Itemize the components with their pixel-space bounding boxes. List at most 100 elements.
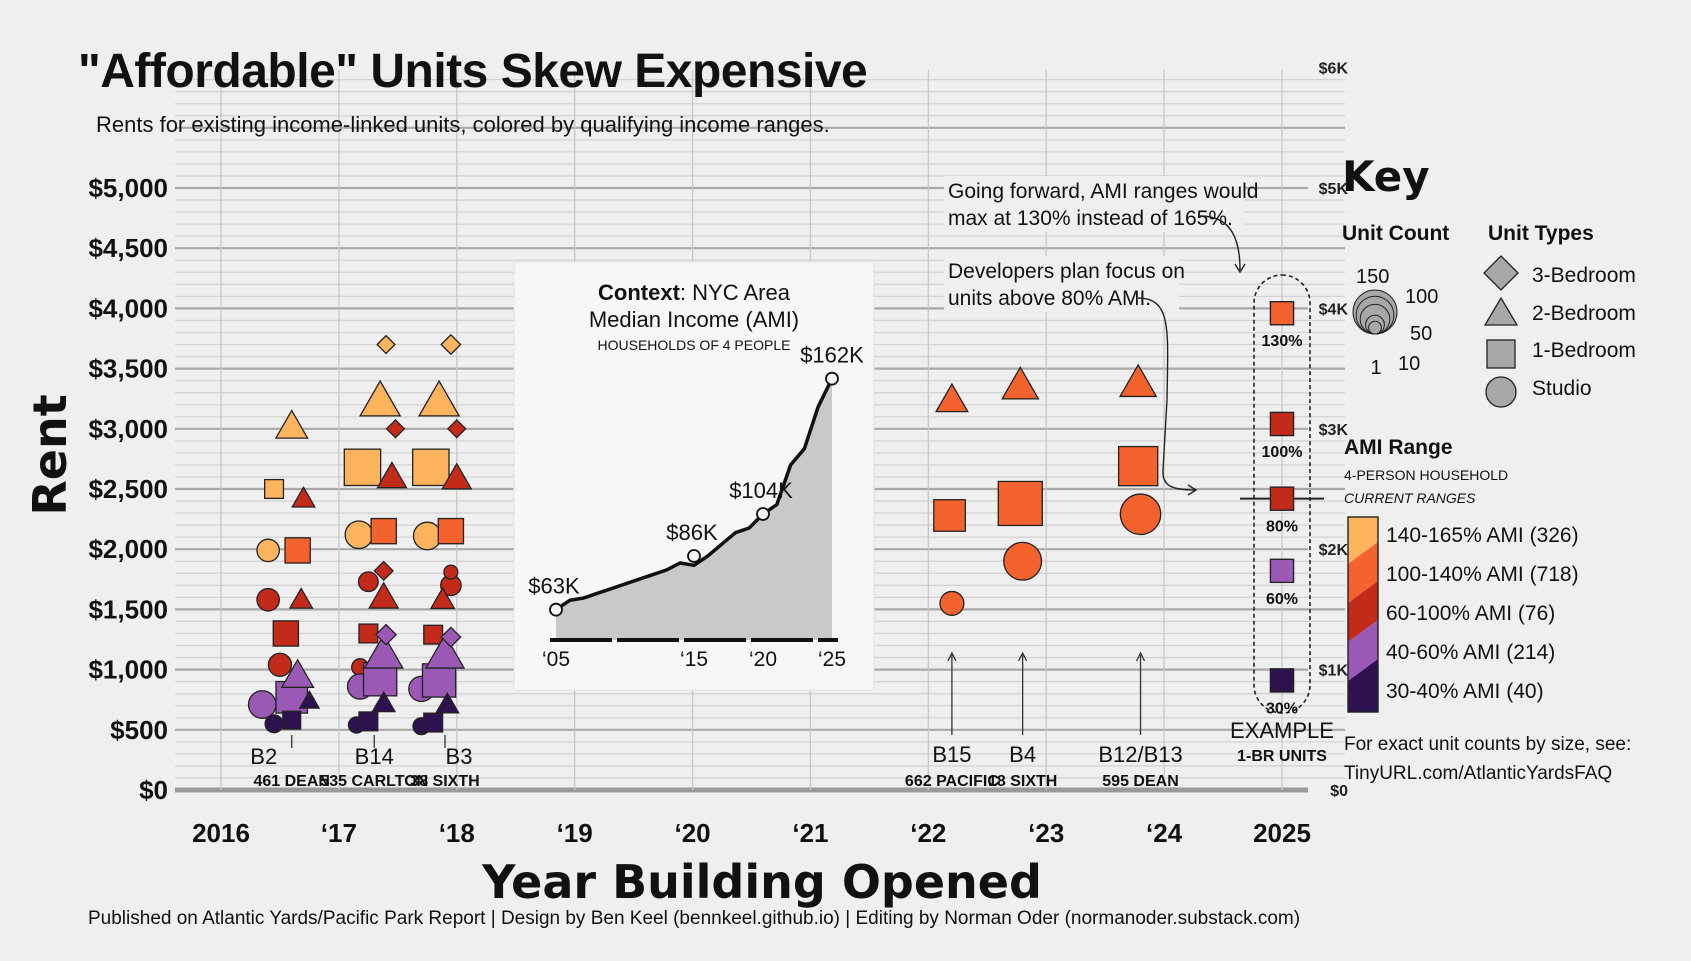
y-tick-label: $5,000 xyxy=(88,173,168,203)
data-point xyxy=(264,478,285,500)
y-tick-label: $500 xyxy=(110,715,168,745)
x-tick-label: ‘18 xyxy=(439,818,475,848)
data-point xyxy=(272,620,300,647)
ami-range-4: 40-60% AMI (214) xyxy=(1386,641,1556,664)
note-line-2: TinyURL.com/AtlanticYardsFAQ xyxy=(1344,763,1613,784)
example-ami-label: 60% xyxy=(1266,591,1298,608)
data-point xyxy=(282,710,302,730)
inset-x-tick: ‘25 xyxy=(818,648,846,671)
building-code: B2 xyxy=(250,744,277,769)
right-tick-bg xyxy=(1308,297,1352,320)
data-point xyxy=(446,418,467,439)
example-ami-label: 100% xyxy=(1262,444,1303,461)
data-point xyxy=(429,586,456,610)
y-tick-label: $2,000 xyxy=(88,534,168,564)
data-point xyxy=(358,711,379,732)
data-point xyxy=(421,663,457,698)
building-code: B3 xyxy=(446,744,473,769)
unit-type-2br-label: 2-Bedroom xyxy=(1532,302,1636,325)
ami-color-segment xyxy=(1348,620,1378,681)
annotation-arrowhead xyxy=(1187,484,1198,496)
x-tick-label: ‘17 xyxy=(321,818,357,848)
ami-color-bar-outline xyxy=(1347,516,1379,713)
ami-color-segment xyxy=(1348,542,1378,603)
inset-line xyxy=(555,377,834,612)
unit-type-studio-shape xyxy=(1485,376,1517,408)
right-tick-label: $2K xyxy=(1319,542,1349,559)
data-point xyxy=(368,581,400,609)
y-tick-label: $0 xyxy=(139,775,168,805)
example-column-outline xyxy=(1253,274,1311,714)
inset-area xyxy=(556,378,832,640)
data-point xyxy=(434,691,460,714)
data-point xyxy=(343,448,382,487)
right-tick-label: $4K xyxy=(1319,301,1349,318)
unit-count-circle xyxy=(1368,320,1382,335)
right-tick-bg xyxy=(1308,658,1352,681)
footer-credits: Published on Atlantic Yards/Pacific Park… xyxy=(88,908,1301,929)
building-address: 535 CARLTON xyxy=(320,773,428,790)
unit-type-2br-shape xyxy=(1483,296,1519,326)
data-point xyxy=(423,624,444,645)
ami-color-segment xyxy=(1348,581,1378,642)
data-point xyxy=(440,333,462,356)
annotation-bg xyxy=(944,256,1179,312)
example-marker xyxy=(1269,486,1295,511)
building-code: B14 xyxy=(355,744,394,769)
key-title: Key xyxy=(1342,152,1430,201)
data-point xyxy=(440,626,462,648)
unit-count-label: 150 xyxy=(1356,266,1389,288)
data-point xyxy=(376,334,396,355)
y-axis-title: Rent xyxy=(23,394,77,515)
data-point xyxy=(274,409,309,439)
right-tick-bg xyxy=(1308,177,1352,199)
x-tick-label: ‘20 xyxy=(674,818,710,848)
unit-types-title: Unit Types xyxy=(1488,222,1594,245)
y-tick-label: $1,500 xyxy=(88,594,168,624)
ami-color-bar xyxy=(1347,516,1379,713)
data-point xyxy=(412,521,442,551)
example-sublabel: 1-BR UNITS xyxy=(1237,748,1327,765)
example-ami-label: 130% xyxy=(1262,333,1303,350)
data-point xyxy=(933,499,966,532)
unit-type-legend xyxy=(1483,255,1519,408)
inset-title: Context: NYC Area xyxy=(598,280,791,305)
right-tick-bg xyxy=(1308,417,1352,440)
page-title: "Affordable" Units Skew Expensive xyxy=(78,45,868,98)
data-point xyxy=(1003,541,1043,581)
inset-point xyxy=(756,507,770,521)
y-tick-label: $4,500 xyxy=(88,233,168,263)
data-point xyxy=(284,537,311,564)
annotation-line: Going forward, AMI ranges would xyxy=(948,180,1259,203)
data-point xyxy=(256,587,281,612)
inset-point xyxy=(825,371,839,386)
data-point xyxy=(385,418,406,439)
building-address: 18 SIXTH xyxy=(988,773,1057,790)
data-point xyxy=(363,633,404,669)
example-marker xyxy=(1269,668,1295,693)
unit-count-label: 10 xyxy=(1398,353,1420,375)
unit-type-1br-label: 1-Bedroom xyxy=(1532,339,1636,362)
data-point xyxy=(267,652,293,677)
example-label: EXAMPLE xyxy=(1230,718,1334,743)
data-point xyxy=(370,517,397,545)
inset-x-tick: ‘15 xyxy=(680,648,708,671)
inset-point-label: $63K xyxy=(528,574,580,599)
data-point xyxy=(373,560,394,582)
building-address: 461 DEAN xyxy=(253,773,329,790)
right-tick-label: $6K xyxy=(1319,61,1349,78)
data-point xyxy=(357,571,379,593)
inset-point-label: $162K xyxy=(800,343,864,368)
example-ami-label: 30% xyxy=(1266,700,1298,717)
ami-color-segment xyxy=(1348,659,1378,712)
data-point xyxy=(280,658,315,688)
ami-range-2: 100-140% AMI (718) xyxy=(1386,563,1579,586)
y-tick-label: $4,000 xyxy=(88,293,168,323)
right-tick-label: $3K xyxy=(1319,422,1349,439)
data-point xyxy=(344,520,374,550)
x-axis-title: Year Building Opened xyxy=(481,855,1042,909)
ami-sub-household: 4-PERSON HOUSEHOLD xyxy=(1344,467,1509,483)
annotation-bg xyxy=(944,176,1244,232)
example-marker xyxy=(1269,411,1295,437)
